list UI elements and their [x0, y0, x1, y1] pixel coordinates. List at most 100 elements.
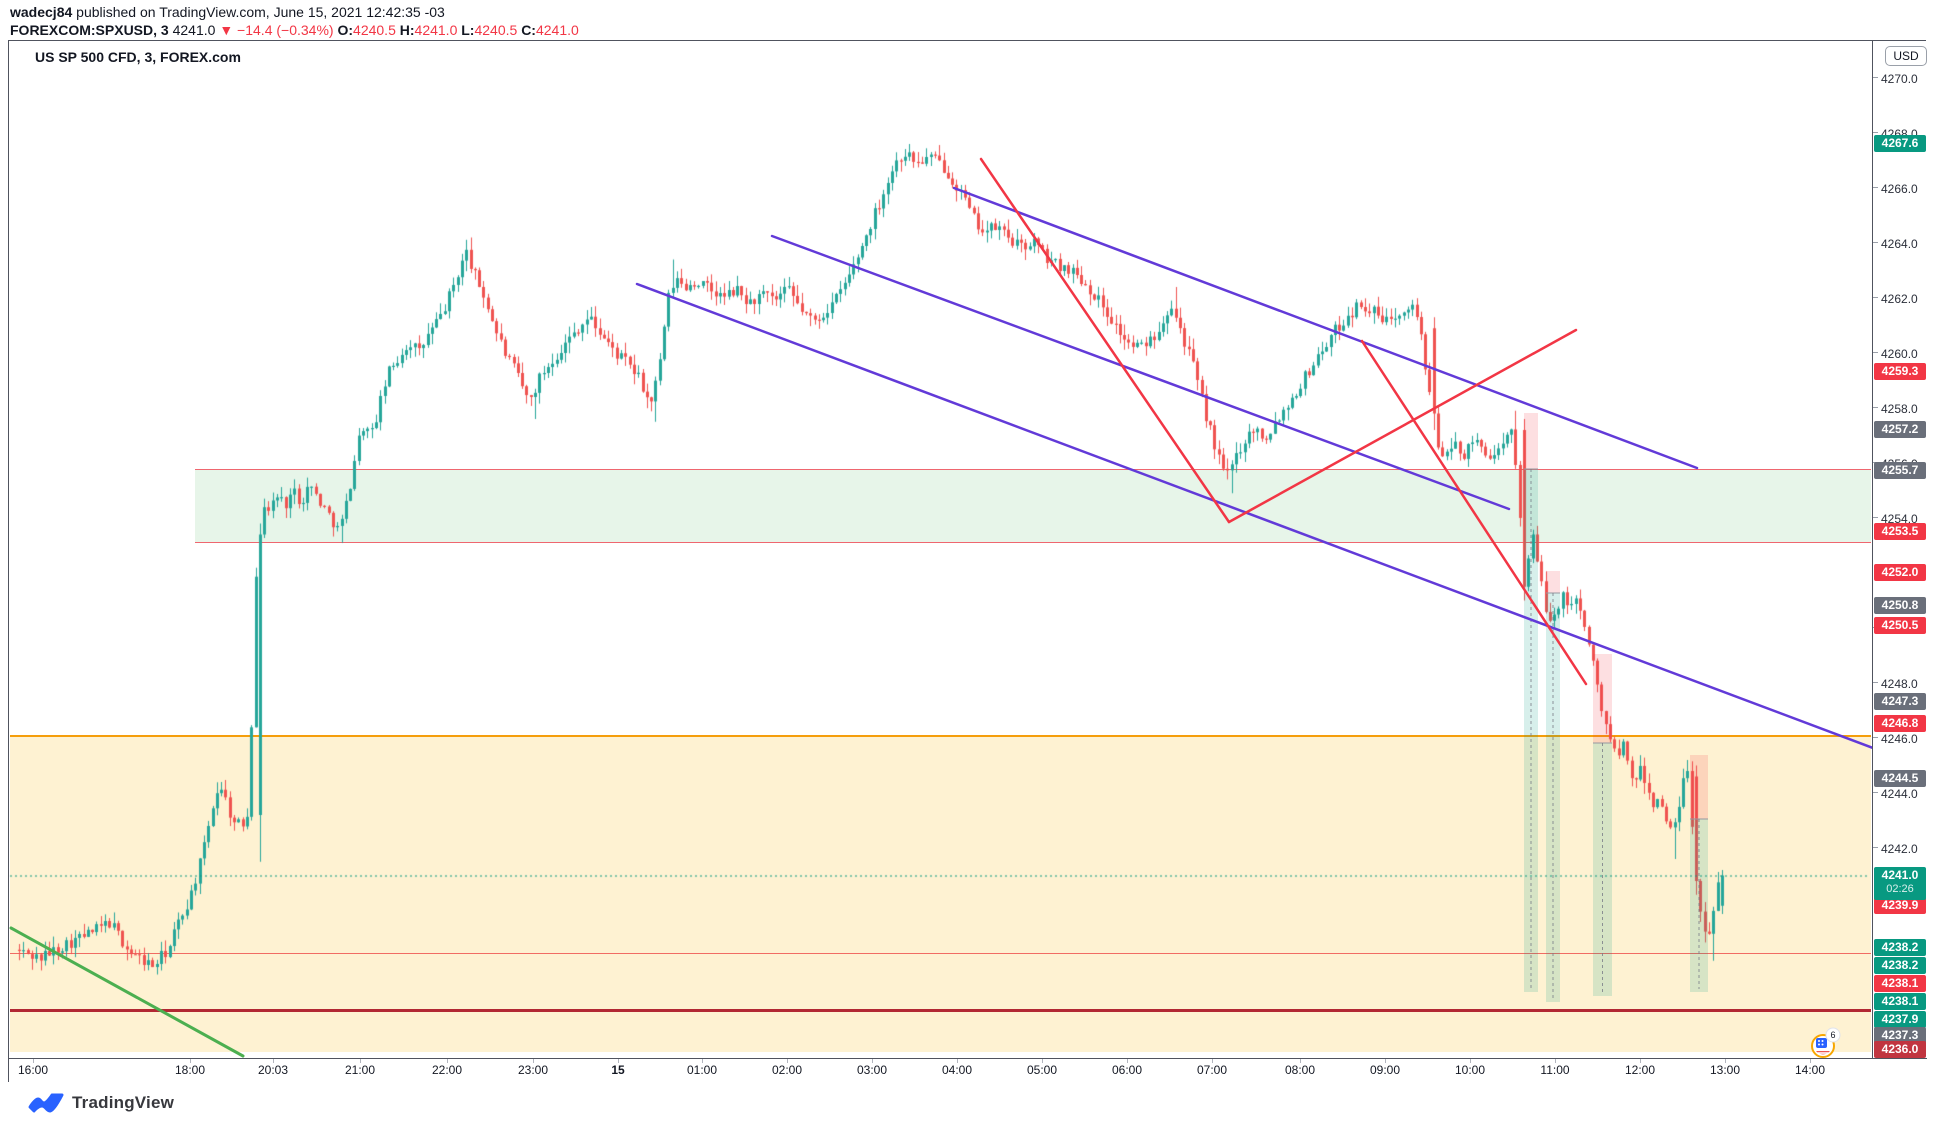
- price-label-4238.1-15: 4238.1: [1874, 993, 1926, 1010]
- candlestick-canvas[interactable]: [9, 41, 1872, 1058]
- open-value: 4240.5: [353, 22, 396, 38]
- tradingview-logo-icon[interactable]: [28, 1091, 64, 1115]
- symbol-name: FOREXCOM:SPXUSD, 3: [10, 22, 169, 38]
- time-label-03:00: 03:00: [856, 1063, 888, 1077]
- price-label-4267.6-0: 4267.6: [1874, 135, 1926, 152]
- time-label-21:00: 21:00: [344, 1063, 376, 1077]
- price-label-4252.0-5: 4252.0: [1874, 564, 1926, 581]
- price-label-4250.8-6: 4250.8: [1874, 597, 1926, 614]
- time-tick-mark: [1470, 1059, 1471, 1063]
- price-tick-4270.0: 4270.0: [1873, 72, 1918, 86]
- time-tick-mark: [273, 1059, 274, 1063]
- price-tick-4266.0: 4266.0: [1873, 182, 1918, 196]
- time-label-09:00: 09:00: [1369, 1063, 1401, 1077]
- price-label-4238.2-13: 4238.2: [1874, 957, 1926, 974]
- price-tick-4262.0: 4262.0: [1873, 292, 1918, 306]
- economic-events-icon[interactable]: 6: [1808, 1027, 1844, 1066]
- price-tick-4264.0: 4264.0: [1873, 237, 1918, 251]
- price-tick-4248.0: 4248.0: [1873, 677, 1918, 691]
- bar-countdown: 02:26: [1886, 882, 1914, 895]
- price-label-4250.5-7: 4250.5: [1874, 617, 1926, 634]
- time-label-06:00: 06:00: [1111, 1063, 1143, 1077]
- time-tick-mark: [190, 1059, 191, 1063]
- price-tick-4254.0: 4254.0: [1873, 512, 1918, 526]
- tradingview-logo-text[interactable]: TradingView: [72, 1093, 175, 1112]
- price-tick-4258.0: 4258.0: [1873, 402, 1918, 416]
- time-tick-mark: [1042, 1059, 1043, 1063]
- time-label-02:00: 02:00: [771, 1063, 803, 1077]
- time-label-10:00: 10:00: [1454, 1063, 1486, 1077]
- time-tick-mark: [1555, 1059, 1556, 1063]
- high-label: H:: [399, 22, 415, 38]
- price-label-4237.3-17: 4237.3: [1874, 1027, 1926, 1044]
- time-tick-mark: [33, 1059, 34, 1063]
- last-price: 4241.0: [172, 22, 216, 38]
- time-label-14:00: 14:00: [1794, 1063, 1826, 1077]
- time-label-07:00: 07:00: [1196, 1063, 1228, 1077]
- price-tick-4246.0: 4246.0: [1873, 732, 1918, 746]
- chart-frame: US SP 500 CFD, 3, FOREX.com 4270.0 4268.0…: [8, 40, 1927, 1083]
- open-label: O:: [337, 22, 354, 38]
- low-value: 4240.5: [474, 22, 518, 38]
- price-axis-separator: [1872, 41, 1873, 1058]
- symbol-line: FOREXCOM:SPXUSD, 3 4241.0 ▼ −14.4 (−0.34…: [10, 22, 579, 38]
- events-calendar-glyph: [1816, 1038, 1827, 1048]
- time-tick-mark: [533, 1059, 534, 1063]
- time-tick-mark: [360, 1059, 361, 1063]
- time-tick-mark: [872, 1059, 873, 1063]
- time-tick-mark: [618, 1059, 619, 1063]
- time-tick-mark: [1212, 1059, 1213, 1063]
- time-tick-mark: [1127, 1059, 1128, 1063]
- price-tick-4242.0: 4242.0: [1873, 842, 1918, 856]
- time-label-04:00: 04:00: [941, 1063, 973, 1077]
- time-axis-separator: [9, 1058, 1927, 1059]
- low-label: L:: [461, 22, 475, 38]
- time-label-22:00: 22:00: [431, 1063, 463, 1077]
- time-label-20:03: 20:03: [257, 1063, 289, 1077]
- published-text: published on TradingView.com, June 15, 2…: [72, 4, 445, 20]
- author-name: wadecj84: [10, 4, 73, 20]
- current-price-value: 4241.0: [1881, 867, 1919, 882]
- high-value: 4241.0: [414, 22, 458, 38]
- price-tick-4244.0: 4244.0: [1873, 787, 1918, 801]
- events-count-badge: [1825, 1027, 1841, 1043]
- published-line: wadecj84 published on TradingView.com, J…: [10, 4, 445, 20]
- price-label-4244.5-10: 4244.5: [1874, 770, 1926, 788]
- price-label-4259.3-1: 4259.3: [1874, 363, 1926, 381]
- price-label-4247.3-8: 4247.3: [1874, 693, 1926, 711]
- time-label-08:00: 08:00: [1284, 1063, 1316, 1077]
- time-tick-mark: [957, 1059, 958, 1063]
- time-tick-mark: [702, 1059, 703, 1063]
- time-tick-mark: [1810, 1059, 1811, 1063]
- time-tick-mark: [1300, 1059, 1301, 1063]
- price-axis[interactable]: 4270.0 4268.0 4266.0 4264.0 4262.0 4260.0 4258…: [1873, 41, 1927, 1058]
- events-count-text: 6: [1830, 1030, 1835, 1040]
- time-label-05:00: 05:00: [1026, 1063, 1058, 1077]
- time-tick-mark: [787, 1059, 788, 1063]
- price-label-4236.0-18: 4236.0: [1874, 1041, 1926, 1058]
- time-label-18:00: 18:00: [174, 1063, 206, 1077]
- tradingview-footer: TradingView: [28, 1090, 174, 1116]
- price-tick-4260.0: 4260.0: [1873, 347, 1918, 361]
- time-tick-mark: [447, 1059, 448, 1063]
- price-label-4237.9-16: 4237.9: [1874, 1011, 1926, 1028]
- price-label-4238.2-12: 4238.2: [1874, 939, 1926, 956]
- time-label-15: 15: [611, 1063, 625, 1077]
- current-price-label: 4241.0 02:26: [1874, 866, 1926, 900]
- chart-plot-area[interactable]: [9, 41, 1872, 1058]
- price-label-4246.8-9: 4246.8: [1874, 715, 1926, 732]
- time-label-16:00: 16:00: [17, 1063, 49, 1077]
- currency-button[interactable]: USD: [1885, 46, 1927, 66]
- price-change: ▼ −14.4 (−0.34%): [219, 22, 334, 38]
- price-label-4253.5-4: 4253.5: [1874, 522, 1926, 540]
- time-label-01:00: 01:00: [686, 1063, 718, 1077]
- chart-title: US SP 500 CFD, 3, FOREX.com: [35, 49, 241, 65]
- price-label-4239.9-11: 4239.9: [1874, 897, 1926, 914]
- time-tick-mark: [1640, 1059, 1641, 1063]
- time-axis[interactable]: 16:00 18:00 20:03 21:00 22:00 23:00 15 01:00 02:…: [9, 1059, 1927, 1083]
- close-label: C:: [521, 22, 536, 38]
- time-label-13:00: 13:00: [1709, 1063, 1741, 1077]
- price-label-4257.2-2: 4257.2: [1874, 421, 1926, 438]
- price-label-4238.1-14: 4238.1: [1874, 975, 1926, 992]
